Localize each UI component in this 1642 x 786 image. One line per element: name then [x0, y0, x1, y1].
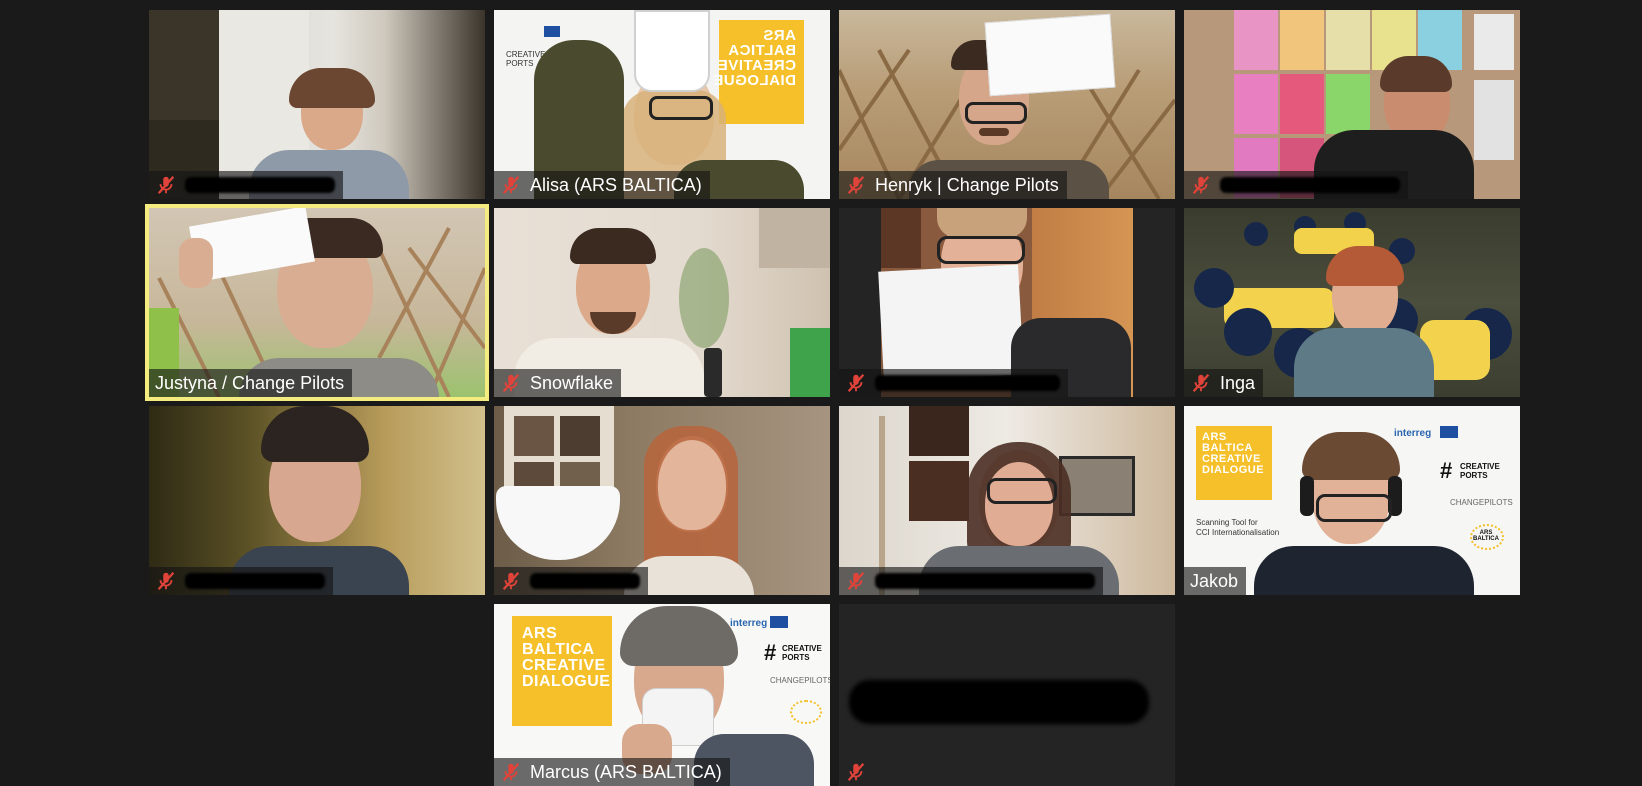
redacted-display-name	[849, 680, 1149, 724]
participant-tile[interactable]: ARS BALTICA CREATIVE DIALOGUE Scanning T…	[1184, 406, 1520, 595]
participant-name-bar	[839, 369, 1068, 397]
participant-name: Alisa (ARS BALTICA)	[530, 174, 702, 195]
hashtag-icon: #	[1440, 458, 1453, 483]
participant-name-bar: Alisa (ARS BALTICA)	[494, 171, 710, 199]
eu-flag-icon	[544, 26, 560, 37]
participant-name: Marcus (ARS BALTICA)	[530, 761, 722, 782]
eu-flag-icon	[770, 616, 788, 628]
ars-baltica-logo: ARS BALTICA CREATIVE DIALOGUE	[512, 616, 612, 726]
participant-tile[interactable]: Inga	[1184, 208, 1520, 397]
muted-mic-icon	[847, 571, 865, 591]
participant-name: Inga	[1220, 372, 1256, 393]
interreg-logo: interreg	[1394, 428, 1432, 439]
creative-ports-text: CREATIVE PORTS	[506, 50, 546, 68]
participant-name: Jakob	[1190, 570, 1239, 591]
muted-mic-icon	[1192, 373, 1210, 393]
participant-name-bar: Inga	[1184, 369, 1264, 397]
participant-tile[interactable]: ARS BALTICA CREATIVE DIALOGUE CREATIVE P…	[494, 10, 830, 199]
participant-name-bar	[839, 758, 883, 786]
muted-mic-icon	[847, 762, 865, 782]
ornament-frame	[909, 406, 969, 456]
ars-baltica-logo: ARS BALTICA CREATIVE DIALOGUE	[713, 20, 804, 124]
redacted-name	[875, 375, 1060, 391]
lattice-wall	[157, 227, 485, 397]
video-feed	[839, 10, 1175, 199]
redacted-name	[185, 177, 335, 193]
participant-tile[interactable]	[1184, 10, 1520, 199]
video-feed: ARS BALTICA CREATIVE DIALOGUE interreg #…	[494, 604, 830, 786]
participant-name-bar	[149, 567, 333, 595]
video-feed	[494, 406, 830, 595]
scanning-tool-text: Scanning Tool for CCI Internationalisati…	[1196, 518, 1280, 537]
muted-mic-icon	[502, 571, 520, 591]
participant-tile[interactable]: ARS BALTICA CREATIVE DIALOGUE interreg #…	[494, 604, 830, 786]
muted-mic-icon	[847, 175, 865, 195]
participant-name: Henryk | Change Pilots	[875, 174, 1059, 195]
creative-ports-text: CREATIVE PORTS	[782, 644, 822, 662]
ars-baltica-badge-icon	[790, 700, 822, 724]
ars-baltica-badge-icon	[1470, 524, 1504, 550]
eu-flag-icon	[1440, 426, 1458, 438]
participant-tile[interactable]	[149, 10, 485, 199]
muted-mic-icon	[847, 373, 865, 393]
participant-name: Justyna / Change Pilots	[155, 372, 345, 393]
muted-mic-icon	[157, 175, 175, 195]
participant-name-bar	[1184, 171, 1408, 199]
hashtag-icon: #	[764, 640, 777, 665]
green-book	[790, 328, 830, 397]
participant-name-bar	[839, 567, 1103, 595]
mug	[634, 10, 710, 92]
ars-baltica-logo: ARS BALTICA CREATIVE DIALOGUE	[1196, 426, 1272, 500]
participant-name-bar: Marcus (ARS BALTICA)	[494, 758, 730, 786]
participant-name-bar: Snowflake	[494, 369, 622, 397]
participant-name-bar	[494, 567, 648, 595]
muted-mic-icon	[502, 373, 520, 393]
muted-mic-icon	[502, 175, 520, 195]
muted-mic-icon	[157, 571, 175, 591]
white-bowl	[496, 486, 620, 560]
interreg-logo: interreg	[730, 618, 768, 629]
video-feed	[1184, 10, 1520, 199]
participant-name-bar: Justyna / Change Pilots	[149, 369, 353, 397]
participant-tile[interactable]	[839, 208, 1175, 397]
muted-mic-icon	[502, 762, 520, 782]
participant-tile[interactable]: Snowflake	[494, 208, 830, 397]
change-pilots-text: CHANGEPILOTS	[770, 676, 830, 685]
vase	[704, 348, 722, 397]
participant-name-bar	[149, 171, 343, 199]
participant-tile[interactable]	[494, 406, 830, 595]
video-feed	[149, 208, 485, 397]
creative-ports-text: CREATIVE PORTS	[1460, 462, 1500, 480]
video-feed: ARS BALTICA CREATIVE DIALOGUE Scanning T…	[1184, 406, 1520, 595]
participant-name-bar: Henryk | Change Pilots	[839, 171, 1067, 199]
redacted-name	[875, 573, 1095, 589]
participant-tile-no-video[interactable]	[839, 604, 1175, 786]
muted-mic-icon	[1192, 175, 1210, 195]
ars-baltica-badge-text: ARS BALTICA	[1473, 530, 1499, 542]
change-pilots-text: CHANGEPILOTS	[1450, 498, 1513, 507]
participant-tile[interactable]	[149, 406, 485, 595]
video-feed	[149, 10, 485, 199]
redacted-name	[1220, 177, 1400, 193]
video-feed	[1184, 208, 1520, 397]
participant-tile[interactable]: Henryk | Change Pilots	[839, 10, 1175, 199]
redacted-name	[185, 573, 325, 589]
participant-name: Snowflake	[530, 372, 614, 393]
participant-tile[interactable]	[839, 406, 1175, 595]
redacted-name	[530, 573, 640, 589]
paper-card	[878, 264, 1024, 382]
participant-tile-active-speaker[interactable]: Justyna / Change Pilots	[145, 204, 489, 401]
paper-card	[984, 13, 1116, 97]
participant-name-bar: Jakob	[1184, 567, 1247, 595]
lattice-wall	[839, 48, 1175, 199]
video-feed	[878, 208, 1133, 397]
